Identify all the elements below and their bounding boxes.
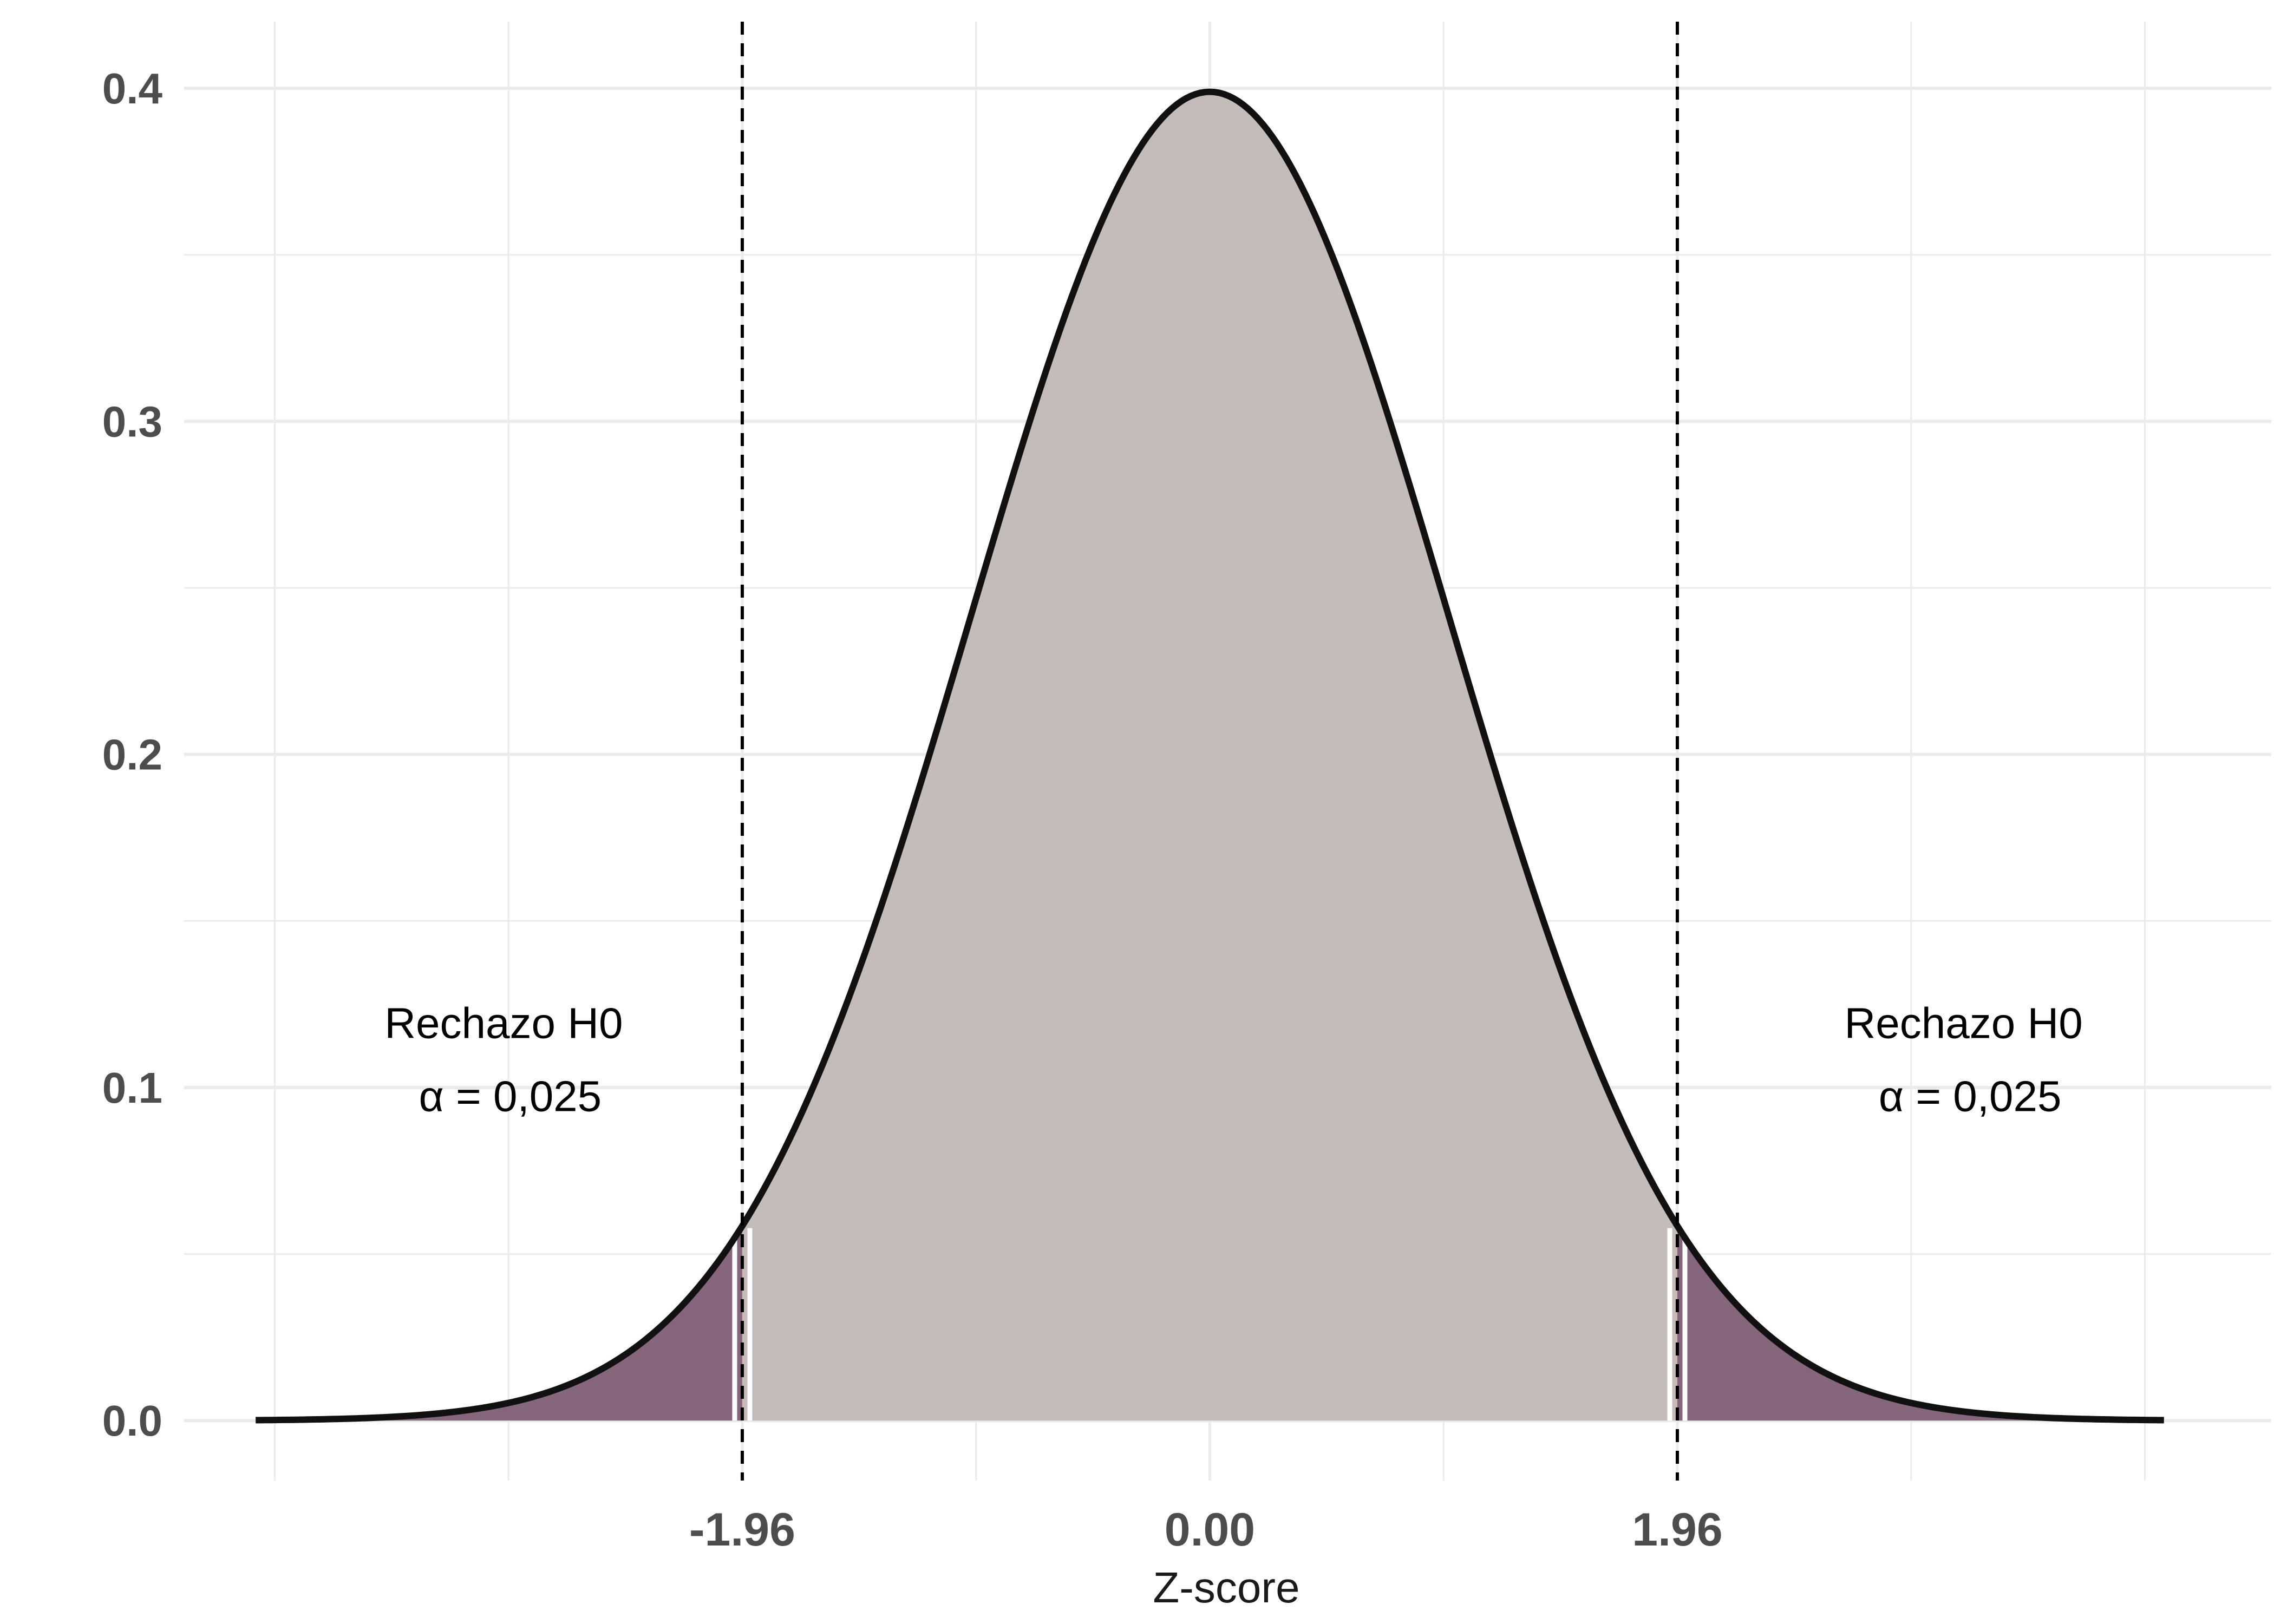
y-tick-label: 0.0 [102,1397,162,1445]
critical-value-lines [740,22,1679,1481]
x-tick-label: 1.96 [1632,1504,1722,1556]
annotation-alpha-label: α = 0,025 [1879,1072,2062,1120]
y-axis-ticks: 0.0 0.1 0.2 0.3 0.4 [102,64,163,1445]
y-tick-label: 0.2 [102,731,162,779]
y-tick-label: 0.3 [102,397,162,446]
annotation-rejection-label: Rechazo H0 [384,999,623,1047]
y-tick-label: 0.1 [102,1064,162,1112]
annotation-alpha-label: α = 0,025 [419,1072,602,1120]
y-tick-label: 0.4 [102,64,163,113]
acceptance-region [742,91,1677,1421]
density-curve-line [256,88,2164,1424]
x-axis-ticks: -1.96 0.00 1.96 [689,1504,1723,1556]
shaded-regions [256,91,2164,1421]
annotation-rejection-label: Rechazo H0 [1845,999,2083,1047]
rejection-region-right [1677,1226,2164,1421]
x-tick-label: 0.00 [1165,1504,1255,1556]
annotations: Rechazo H0 α = 0,025 Rechazo H0 α = 0,025 [384,999,2083,1120]
x-tick-label: -1.96 [689,1504,795,1556]
rejection-region-left [256,1226,742,1421]
x-axis-label: Z-score [1153,1563,1299,1612]
density-curve [256,88,2164,1424]
